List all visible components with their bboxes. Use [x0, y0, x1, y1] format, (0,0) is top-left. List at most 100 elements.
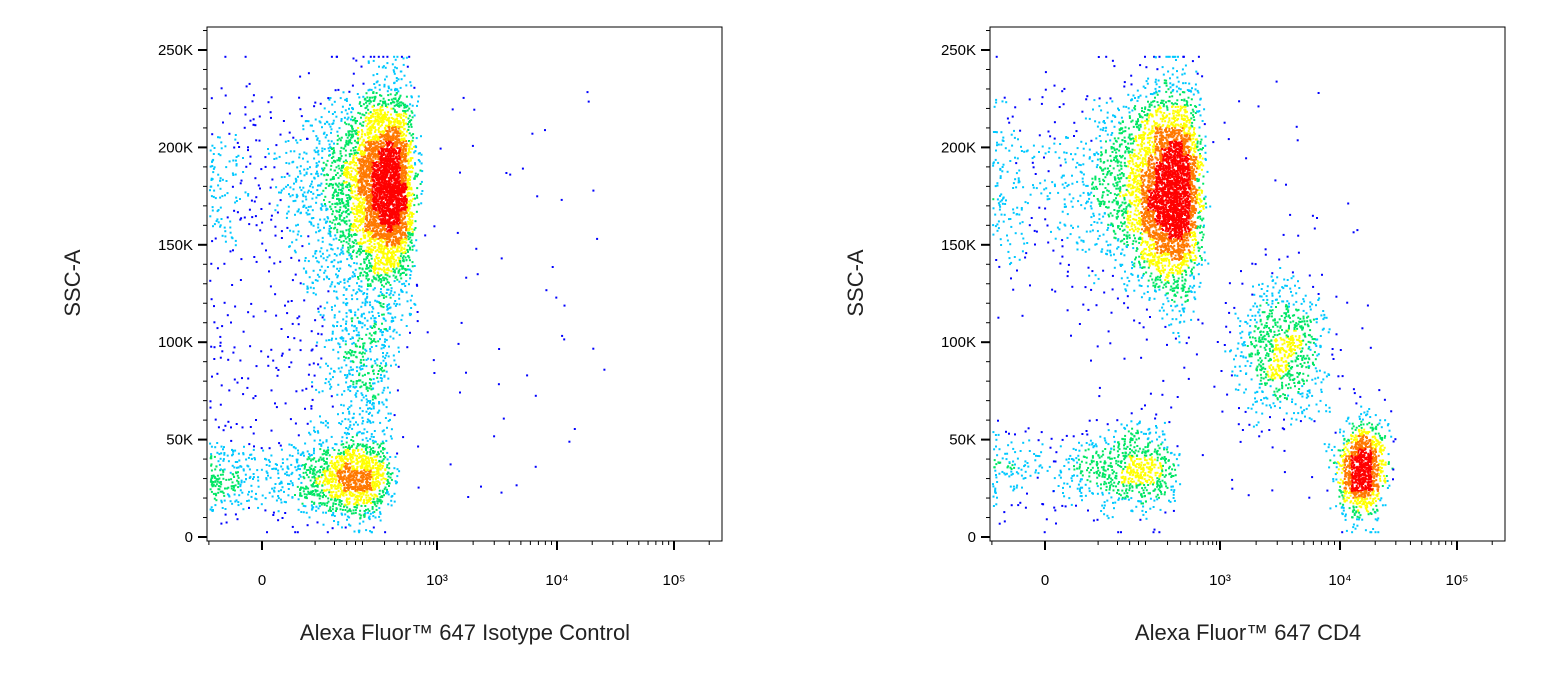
event-dot — [408, 107, 411, 110]
event-dot — [345, 450, 348, 453]
event-dot — [331, 203, 334, 206]
event-dot — [266, 531, 268, 534]
event-dot — [349, 456, 352, 459]
event-dot — [375, 92, 378, 94]
event-dot — [231, 502, 234, 505]
event-dot — [405, 259, 408, 261]
event-dot — [314, 489, 317, 492]
event-dot — [381, 473, 384, 476]
event-dot — [237, 482, 240, 485]
event-dot — [310, 217, 313, 220]
event-dot — [385, 492, 388, 495]
event-dot — [387, 471, 390, 474]
event-dot — [352, 72, 355, 75]
event-dot — [384, 66, 387, 69]
event-dot — [408, 223, 411, 226]
event-dot — [350, 439, 353, 441]
event-dot — [274, 293, 277, 296]
event-dot — [354, 117, 357, 120]
event-dot — [236, 211, 239, 214]
event-dot — [317, 153, 320, 156]
event-dot — [339, 457, 342, 460]
event-dot — [329, 233, 332, 236]
event-dot — [326, 482, 329, 485]
event-dot — [367, 266, 370, 269]
event-dot — [255, 139, 258, 142]
event-dot — [397, 170, 400, 173]
event-dot — [291, 484, 294, 487]
event-dot — [362, 451, 365, 454]
event-dot — [279, 260, 282, 263]
event-dot — [395, 482, 398, 485]
event-dot — [384, 159, 387, 161]
event-dot — [369, 486, 372, 489]
event-dot — [347, 450, 350, 453]
event-dot — [376, 111, 379, 114]
event-dot — [367, 180, 369, 182]
event-dot — [258, 115, 261, 118]
event-dot — [255, 498, 258, 501]
event-dot — [367, 61, 370, 64]
event-dot — [332, 467, 335, 469]
event-dot — [379, 267, 382, 270]
event-dot — [361, 212, 364, 215]
event-dot — [392, 153, 395, 156]
event-dot — [359, 493, 362, 496]
event-dot — [386, 263, 389, 266]
event-dot — [276, 463, 278, 466]
event-dot — [351, 223, 354, 226]
event-dot — [350, 235, 353, 238]
event-dot — [379, 190, 381, 193]
event-dot — [407, 235, 410, 238]
event-dot — [366, 100, 369, 103]
event-dot — [409, 236, 412, 239]
event-dot — [335, 443, 338, 446]
event-dot — [384, 469, 387, 471]
event-dot — [285, 151, 288, 154]
event-dot — [398, 180, 400, 183]
event-dot — [332, 210, 334, 213]
event-dot — [369, 233, 372, 236]
event-dot — [210, 490, 213, 493]
event-dot — [277, 497, 280, 500]
event-dot — [398, 156, 401, 159]
event-dot — [240, 481, 243, 484]
event-dot — [343, 431, 346, 434]
event-dot — [342, 477, 345, 480]
event-dot — [359, 479, 362, 482]
event-dot — [384, 211, 387, 214]
event-dot — [320, 489, 323, 492]
event-dot — [372, 485, 374, 488]
event-dot — [289, 229, 292, 232]
event-dot — [405, 142, 408, 145]
event-dot — [374, 130, 376, 133]
event-dot — [349, 472, 352, 475]
event-dot — [373, 455, 376, 458]
event-dot — [371, 280, 374, 283]
event-dot — [387, 259, 390, 261]
event-dot — [376, 73, 379, 75]
event-dot — [243, 126, 246, 129]
event-dot — [215, 465, 218, 468]
event-dot — [323, 148, 326, 151]
event-dot — [345, 499, 348, 502]
event-dot — [253, 457, 256, 459]
event-dot — [379, 215, 382, 218]
event-dot — [245, 458, 248, 461]
event-dot — [388, 196, 391, 199]
event-dot — [264, 509, 267, 512]
event-dot — [249, 119, 252, 122]
event-dot — [315, 485, 318, 487]
event-dot — [362, 492, 365, 495]
event-dot — [380, 247, 383, 250]
event-dot — [391, 201, 393, 204]
event-dot — [355, 457, 358, 460]
event-dot — [355, 59, 358, 62]
event-dot — [387, 117, 390, 120]
event-dot — [361, 198, 364, 201]
event-dot — [410, 200, 413, 203]
event-dot — [340, 503, 343, 505]
event-dot — [403, 74, 406, 77]
event-dot — [403, 213, 406, 216]
event-dot — [369, 127, 372, 130]
